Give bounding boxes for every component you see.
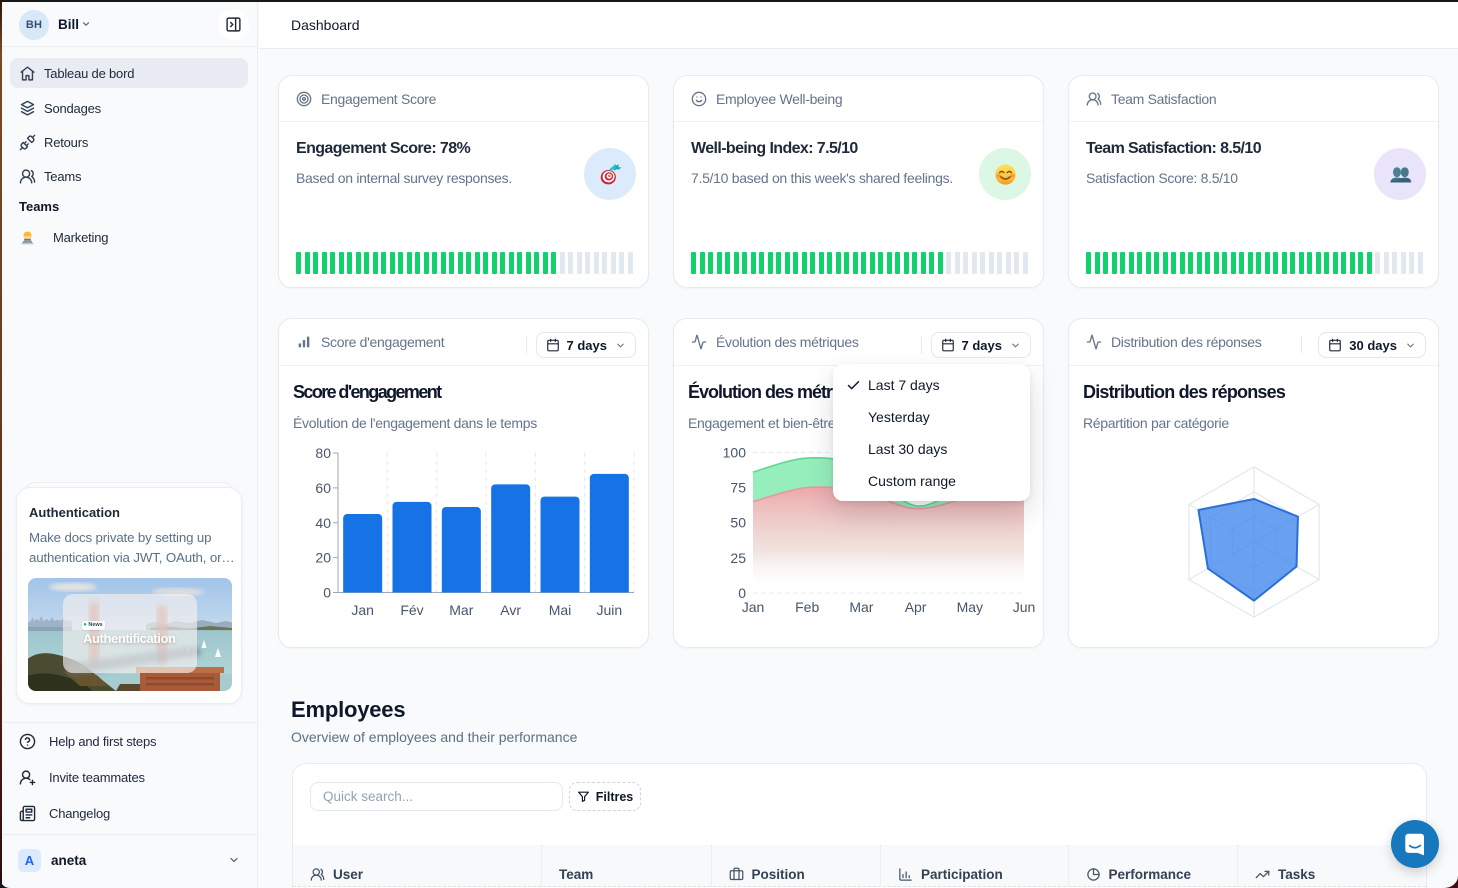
svg-text:Jan: Jan	[742, 599, 765, 615]
svg-text:40: 40	[315, 515, 331, 531]
svg-text:Apr: Apr	[905, 599, 927, 615]
svg-text:100: 100	[723, 444, 747, 460]
svg-text:0: 0	[738, 585, 746, 601]
svg-text:50: 50	[730, 515, 746, 531]
svg-text:0: 0	[323, 585, 331, 601]
svg-text:May: May	[957, 599, 983, 615]
svg-text:Juin: Juin	[596, 602, 622, 618]
svg-text:80: 80	[315, 445, 331, 461]
svg-text:Avr: Avr	[500, 602, 521, 618]
svg-text:Feb: Feb	[795, 599, 819, 615]
svg-text:60: 60	[315, 480, 331, 496]
svg-text:20: 20	[315, 550, 331, 566]
svg-text:Mar: Mar	[849, 599, 873, 615]
svg-text:Jun: Jun	[1013, 599, 1036, 615]
svg-text:Mai: Mai	[549, 602, 572, 618]
svg-text:Fév: Fév	[400, 602, 423, 618]
svg-text:25: 25	[730, 550, 746, 566]
svg-text:Mar: Mar	[449, 602, 473, 618]
svg-text:Jan: Jan	[351, 602, 374, 618]
svg-text:75: 75	[730, 480, 746, 496]
